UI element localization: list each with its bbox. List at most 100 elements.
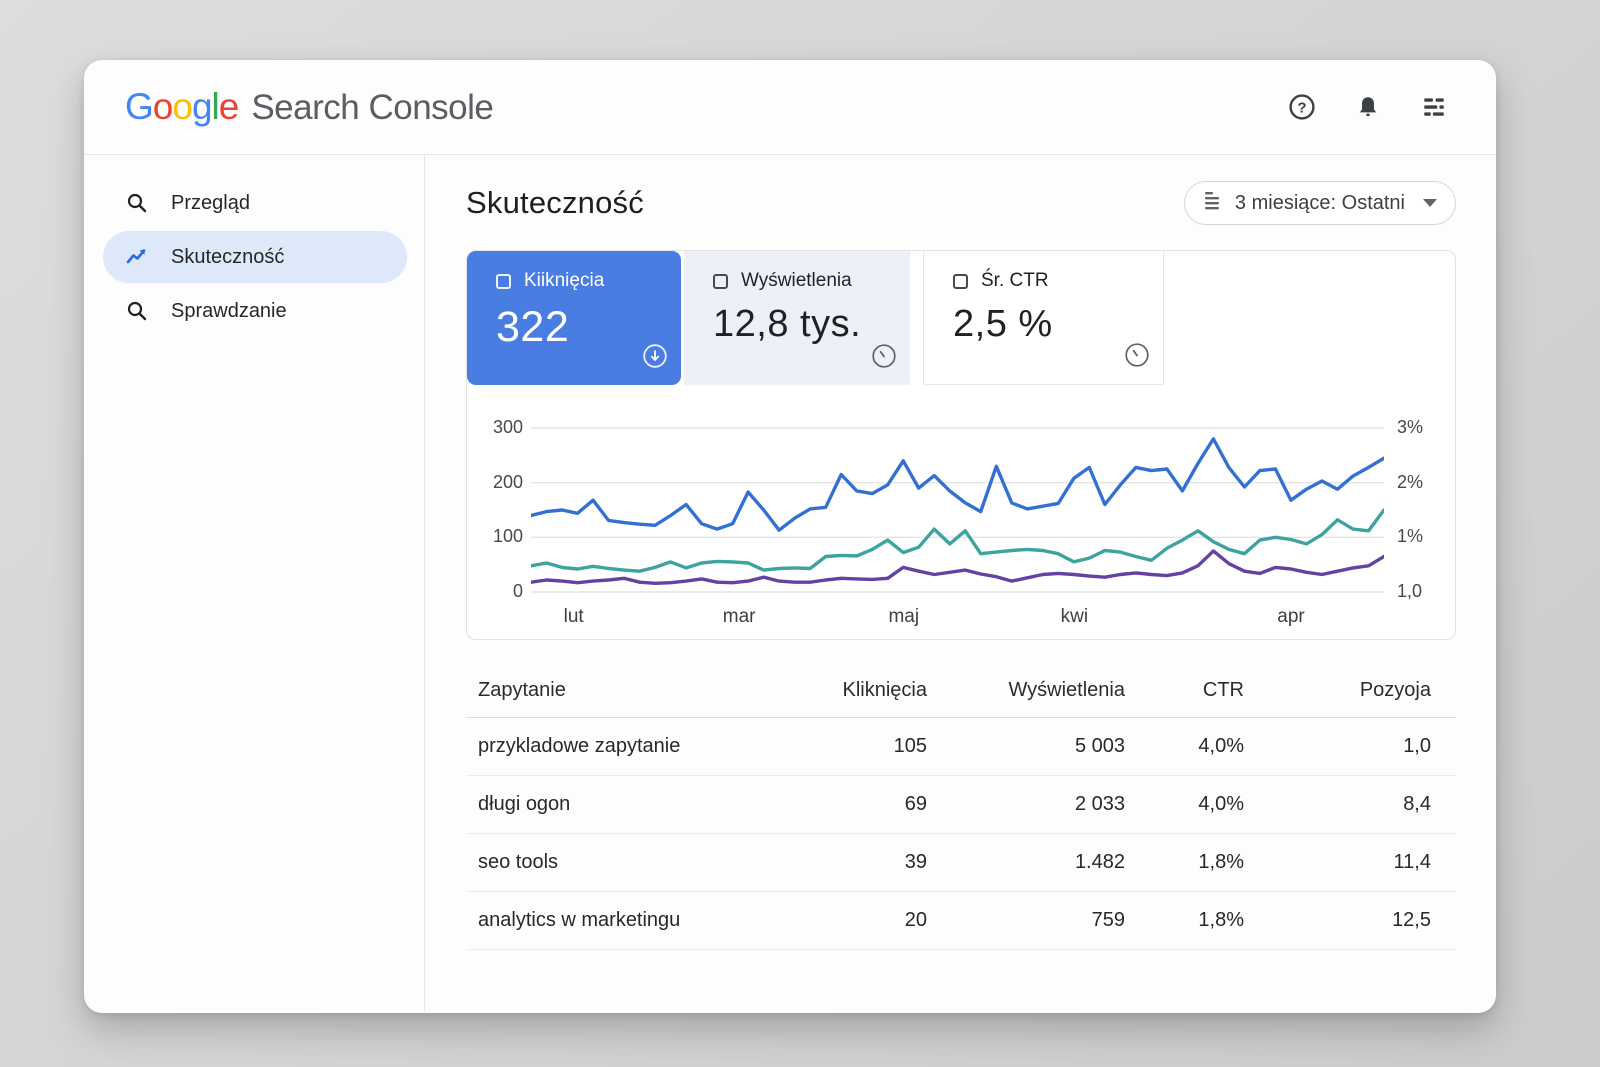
sidebar-item-skutecznosc[interactable]: Skuteczność xyxy=(103,231,407,283)
metric-tile-impressions[interactable]: Wyświetlenia 12,8 tys. xyxy=(684,251,910,385)
notifications-bell-icon[interactable] xyxy=(1354,93,1382,121)
column-header-impressions[interactable]: Wyświetlenia xyxy=(927,663,1125,718)
sidebar-item-sprawdzanie[interactable]: Sprawdzanie xyxy=(103,285,407,337)
y-axis-tick: 3% xyxy=(1397,417,1424,437)
search-icon xyxy=(125,299,149,323)
column-header-position[interactable]: Pozyoja xyxy=(1244,663,1456,718)
sidebar: Przegląd Skuteczność Spr xyxy=(84,155,425,1012)
x-axis-labels: lut mar maj kwi apr xyxy=(531,606,1384,634)
x-axis-tick: maj xyxy=(888,606,920,627)
main-content: Skuteczność 3 miesiące: Ostatni xyxy=(425,155,1496,1012)
metric-value: 322 xyxy=(496,303,570,351)
y-axis-tick: 0 xyxy=(512,581,523,601)
table-row[interactable]: przykladowe zapytanie 105 5 003 4,0% 1,0 xyxy=(466,717,1456,776)
clicks-cell: 69 xyxy=(757,775,927,834)
chart-line-Wyświetlenia xyxy=(531,508,1384,573)
metric-label: Kiiknięcia xyxy=(524,270,605,291)
table-header-row: Zapytanie Kliknięcia Wyświetlenia CTR Po… xyxy=(466,663,1456,718)
query-cell: przykladowe zapytanie xyxy=(466,717,757,776)
column-header-ctr[interactable]: CTR xyxy=(1125,663,1244,718)
date-range-label: 3 miesiące: Ostatni xyxy=(1234,191,1405,214)
search-icon xyxy=(125,191,149,215)
position-cell: 1,0 xyxy=(1244,717,1456,776)
query-cell: seo tools xyxy=(466,833,757,892)
y-axis-tick: 1,0 xyxy=(1397,581,1423,601)
ctr-cell: 1,8% xyxy=(1125,833,1244,892)
date-range-dropdown[interactable]: 3 miesiące: Ostatni xyxy=(1183,181,1456,225)
metric-tiles: Kiiknięcia 322 xyxy=(467,251,1455,385)
clicks-checkbox[interactable] xyxy=(496,273,511,289)
logo-letter: g xyxy=(191,86,213,127)
x-axis-tick: apr xyxy=(1277,606,1305,627)
impressions-cell: 2 033 xyxy=(927,775,1125,834)
x-axis-tick: mar xyxy=(722,606,756,627)
help-icon[interactable]: ? xyxy=(1288,93,1316,121)
impressions-cell: 5 003 xyxy=(927,717,1125,776)
sidebar-item-label: Sprawdzanie xyxy=(171,299,287,322)
metric-label: Wyświetlenia xyxy=(741,270,852,291)
column-header-query[interactable]: Zapytanie xyxy=(466,663,757,718)
logo-letter: e xyxy=(218,86,240,127)
chevron-down-icon xyxy=(1423,199,1437,207)
logo-letter: o xyxy=(172,86,193,127)
google-logo-letters: Google xyxy=(125,86,240,128)
google-logo: Google Search Console xyxy=(125,86,494,128)
metric-tile-ctr[interactable]: Śr. CTR 2,5 % xyxy=(923,251,1164,385)
position-cell: 11,4 xyxy=(1244,833,1456,892)
ctr-checkbox[interactable] xyxy=(953,273,968,289)
table-row[interactable]: analytics w marketingu 20 759 1,8% 12,5 xyxy=(466,891,1456,950)
header-actions: ? xyxy=(1288,93,1448,121)
sidebar-item-label: Skuteczność xyxy=(171,245,285,268)
queries-table: Zapytanie Kliknięcia Wyświetlenia CTR Po… xyxy=(466,663,1456,950)
query-cell: długi ogon xyxy=(466,775,757,834)
metric-value: 2,5 % xyxy=(953,303,1053,345)
chart-line-Śr. CTR xyxy=(531,549,1384,586)
ctr-cell: 1,8% xyxy=(1125,891,1244,950)
metric-value: 12,8 tys. xyxy=(713,303,862,345)
table-row[interactable]: seo tools 39 1.482 1,8% 11,4 xyxy=(466,833,1456,892)
clock-circle-icon xyxy=(871,343,897,374)
position-cell: 8,4 xyxy=(1244,775,1456,834)
clicks-cell: 39 xyxy=(757,833,927,892)
clock-circle-icon xyxy=(1124,342,1150,373)
logo-letter: l xyxy=(211,86,220,127)
position-cell: 12,5 xyxy=(1244,891,1456,950)
app-window: Google Search Console ? xyxy=(84,60,1496,1013)
page-title: Skuteczność xyxy=(466,185,644,220)
trending-up-icon xyxy=(125,245,149,269)
clicks-cell: 20 xyxy=(757,891,927,950)
svg-text:?: ? xyxy=(1297,100,1306,117)
impressions-cell: 1.482 xyxy=(927,833,1125,892)
table-row[interactable]: długi ogon 69 2 033 4,0% 8,4 xyxy=(466,775,1456,834)
x-axis-tick: lut xyxy=(563,606,584,627)
impressions-cell: 759 xyxy=(927,891,1125,950)
y-axis-tick: 200 xyxy=(492,471,523,492)
y-axis-right-labels: 3% 2% 1% 1,0 xyxy=(1389,417,1449,601)
query-cell: analytics w marketingu xyxy=(466,891,757,950)
y-axis-tick: 100 xyxy=(492,526,523,547)
clicks-cell: 105 xyxy=(757,717,927,776)
logo-letter: o xyxy=(152,86,174,127)
y-axis-tick: 1% xyxy=(1397,526,1424,547)
settings-menu-icon[interactable] xyxy=(1420,93,1448,121)
arrow-down-circle-icon xyxy=(642,343,668,374)
ctr-cell: 4,0% xyxy=(1125,775,1244,834)
x-axis-tick: kwi xyxy=(1060,606,1089,627)
metric-label: Śr. CTR xyxy=(981,270,1049,291)
metric-tile-clicks[interactable]: Kiiknięcia 322 xyxy=(467,251,681,385)
line-chart xyxy=(531,424,1384,596)
filter-icon xyxy=(1201,189,1223,217)
app-header: Google Search Console ? xyxy=(84,60,1496,155)
y-axis-tick: 300 xyxy=(492,417,523,437)
ctr-cell: 4,0% xyxy=(1125,717,1244,776)
y-axis-tick: 2% xyxy=(1397,471,1424,492)
impressions-checkbox[interactable] xyxy=(713,273,728,289)
sidebar-item-przeglad[interactable]: Przegląd xyxy=(103,177,407,229)
performance-chart-card: Kiiknięcia 322 xyxy=(466,250,1456,640)
y-axis-left-labels: 300 200 100 0 xyxy=(475,417,523,601)
chart-line-Kliknięcia xyxy=(531,437,1384,532)
column-header-clicks[interactable]: Kliknięcia xyxy=(757,663,927,718)
logo-letter: G xyxy=(125,86,154,127)
sidebar-item-label: Przegląd xyxy=(171,191,250,214)
product-name: Search Console xyxy=(251,88,494,127)
